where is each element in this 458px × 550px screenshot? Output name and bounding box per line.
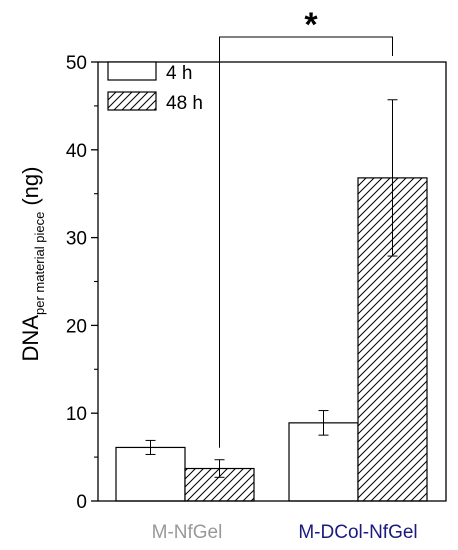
y-axis-ticks: 0 10 20 30 40 50 xyxy=(66,53,98,513)
significance-bracket xyxy=(219,36,393,448)
y-tick-label: 50 xyxy=(66,53,87,74)
bar-1-0 xyxy=(288,422,359,502)
legend-swatch-48h xyxy=(107,91,157,111)
y-axis-label-unit: (ng) xyxy=(18,167,43,206)
error-bars xyxy=(145,99,398,478)
significance-line xyxy=(219,36,393,448)
y-tick-label: 20 xyxy=(66,316,87,337)
category-label-m-dcol-nfgel: M-DCol-NfGel xyxy=(298,522,417,543)
legend: 4 h 48 h xyxy=(107,61,203,114)
legend-swatch-4h xyxy=(107,61,157,81)
y-axis-label-main: DNA xyxy=(18,315,43,362)
significance-star: * xyxy=(304,6,318,44)
category-label-m-nfgel: M-NfGel xyxy=(152,522,223,543)
y-axis-label-subscript: per material piece xyxy=(32,212,47,315)
svg-text:DNAper material piece(ng): DNAper material piece (ng) xyxy=(18,167,47,362)
bars xyxy=(115,177,428,502)
y-tick-label: 30 xyxy=(66,229,87,250)
plot-frame xyxy=(97,61,447,502)
legend-label-4h: 4 h xyxy=(166,63,192,84)
bar-0-0 xyxy=(115,446,186,502)
y-tick-label: 0 xyxy=(76,492,87,513)
legend-label-48h: 48 h xyxy=(166,93,203,114)
y-tick-label: 10 xyxy=(66,404,87,425)
y-axis-label: DNAper material piece (ng) xyxy=(18,167,47,362)
y-tick-label: 40 xyxy=(66,141,87,162)
